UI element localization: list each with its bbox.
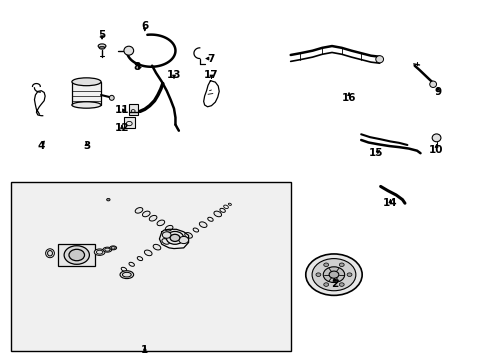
Bar — [72, 82, 101, 105]
Ellipse shape — [98, 44, 106, 48]
Ellipse shape — [144, 250, 152, 256]
Circle shape — [162, 232, 171, 238]
Text: 5: 5 — [98, 30, 105, 40]
Circle shape — [323, 263, 328, 266]
Text: 11: 11 — [115, 105, 129, 115]
Bar — [58, 244, 95, 266]
Circle shape — [69, 249, 84, 261]
Bar — [123, 117, 134, 128]
Text: 12: 12 — [115, 123, 129, 133]
Ellipse shape — [109, 95, 114, 100]
Circle shape — [315, 273, 320, 276]
Text: 16: 16 — [341, 93, 356, 103]
Ellipse shape — [429, 81, 436, 87]
Ellipse shape — [72, 78, 101, 86]
Text: 10: 10 — [428, 145, 443, 155]
Circle shape — [305, 254, 362, 296]
Ellipse shape — [103, 247, 112, 252]
Circle shape — [339, 283, 344, 286]
Ellipse shape — [120, 271, 133, 279]
Ellipse shape — [162, 239, 169, 244]
Text: 15: 15 — [368, 148, 382, 158]
Circle shape — [346, 273, 351, 276]
Text: 1: 1 — [141, 345, 148, 355]
Bar — [11, 182, 290, 351]
Ellipse shape — [72, 102, 101, 108]
Text: 9: 9 — [433, 87, 441, 98]
Ellipse shape — [45, 249, 54, 258]
Text: 8: 8 — [133, 63, 140, 72]
Circle shape — [339, 263, 344, 266]
Ellipse shape — [199, 222, 206, 228]
Ellipse shape — [157, 220, 164, 226]
Ellipse shape — [123, 46, 133, 55]
Text: 6: 6 — [141, 21, 148, 31]
Circle shape — [311, 258, 355, 291]
Circle shape — [328, 271, 338, 278]
Text: 13: 13 — [166, 69, 181, 80]
Ellipse shape — [375, 56, 383, 63]
Ellipse shape — [94, 249, 105, 255]
Circle shape — [166, 231, 183, 244]
Text: 2: 2 — [330, 279, 337, 289]
Circle shape — [179, 237, 188, 244]
Circle shape — [170, 234, 180, 242]
Ellipse shape — [165, 225, 173, 231]
Circle shape — [323, 267, 344, 283]
Text: 14: 14 — [382, 198, 397, 208]
Text: 17: 17 — [203, 69, 218, 80]
Ellipse shape — [184, 233, 192, 238]
Ellipse shape — [149, 215, 157, 221]
Bar — [128, 104, 137, 115]
Text: 7: 7 — [206, 54, 214, 64]
Text: 4: 4 — [38, 141, 45, 151]
Text: 3: 3 — [82, 141, 90, 151]
Circle shape — [323, 283, 328, 286]
Ellipse shape — [431, 134, 440, 142]
Ellipse shape — [153, 244, 161, 250]
Ellipse shape — [110, 246, 116, 250]
Ellipse shape — [142, 211, 150, 217]
Ellipse shape — [106, 198, 110, 201]
Circle shape — [64, 246, 89, 264]
Ellipse shape — [214, 211, 221, 217]
Ellipse shape — [135, 208, 142, 213]
